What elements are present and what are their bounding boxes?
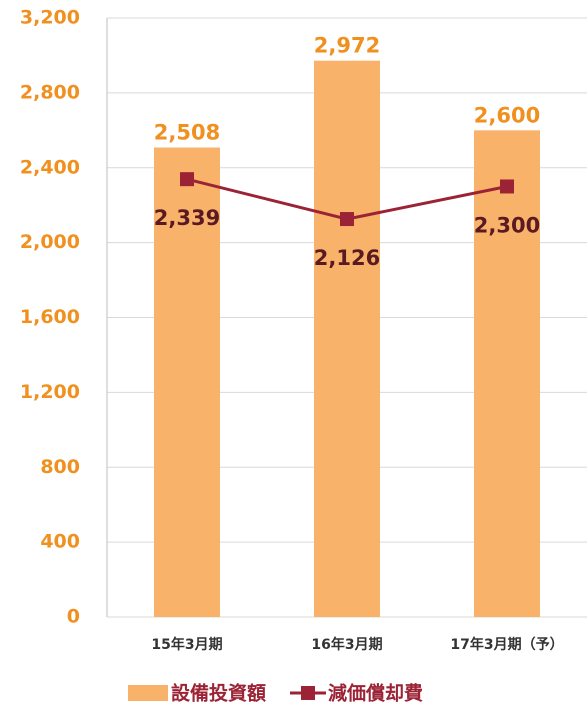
legend-swatch bbox=[301, 686, 315, 700]
line-value-label: 2,126 bbox=[314, 246, 380, 270]
y-tick-label: 400 bbox=[40, 531, 80, 553]
bar bbox=[314, 60, 380, 617]
line-value-label: 2,300 bbox=[474, 213, 540, 237]
line-value-label: 2,339 bbox=[154, 206, 220, 230]
y-tick-label: 1,200 bbox=[20, 381, 80, 403]
y-tick-label: 2,800 bbox=[20, 81, 80, 103]
y-tick-label: 3,200 bbox=[20, 7, 80, 29]
line-marker bbox=[500, 179, 514, 194]
line-marker bbox=[180, 172, 194, 187]
y-tick-label: 800 bbox=[40, 456, 80, 478]
x-tick-label: 16年3月期 bbox=[311, 636, 382, 653]
y-tick-label: 0 bbox=[67, 606, 80, 628]
bar-value-label: 2,600 bbox=[474, 103, 540, 127]
bar-value-label: 2,972 bbox=[314, 34, 380, 58]
legend-swatch bbox=[128, 685, 168, 701]
bar bbox=[154, 147, 220, 617]
line-marker bbox=[340, 212, 354, 227]
x-tick-label: 17年3月期（予） bbox=[450, 636, 563, 653]
bar bbox=[474, 130, 540, 617]
legend-label: 減価償却費 bbox=[328, 682, 423, 705]
x-tick-label: 15年3月期 bbox=[151, 636, 222, 653]
bar-value-label: 2,508 bbox=[154, 121, 220, 145]
legend-label: 設備投資額 bbox=[171, 682, 266, 705]
y-tick-label: 2,000 bbox=[20, 231, 80, 253]
y-tick-label: 2,400 bbox=[20, 156, 80, 178]
y-tick-label: 1,600 bbox=[20, 306, 80, 328]
